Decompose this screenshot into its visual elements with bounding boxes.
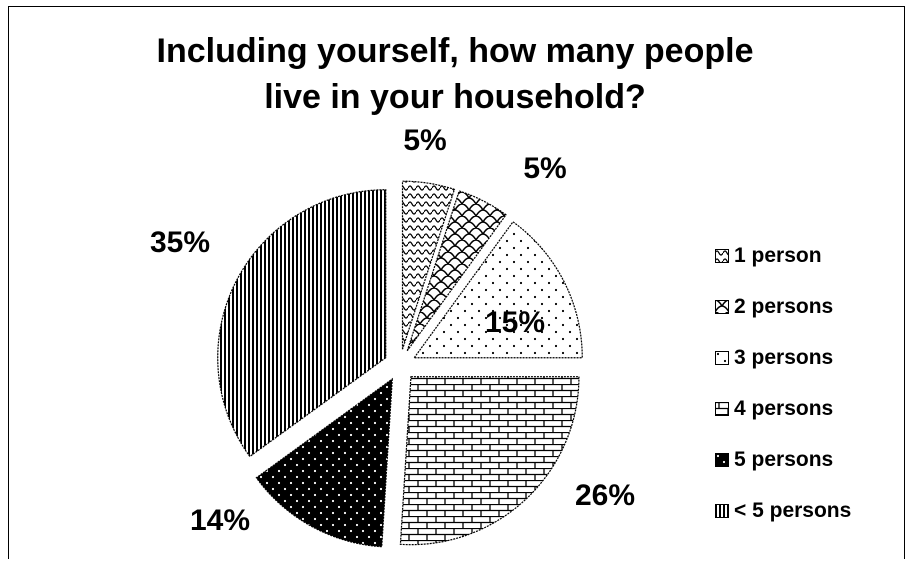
pie-slice-1 (401, 180, 456, 350)
legend-swatch-6 (715, 503, 729, 518)
pie-slice-3 (413, 220, 583, 359)
legend-item-2: 2 persons (715, 281, 905, 332)
legend-label-6: < 5 persons (734, 498, 852, 522)
data-label-2: 5% (523, 152, 566, 185)
pie-slice-2 (406, 190, 507, 352)
legend-label-2: 2 persons (734, 294, 834, 318)
pie-slice-6 (217, 189, 387, 458)
legend-label-5: 5 persons (734, 447, 834, 471)
chart-title: Including yourself, how many people live… (40, 28, 870, 120)
data-label-3: 15% (485, 306, 545, 339)
legend-swatch-3 (715, 350, 729, 365)
legend-label-1: 1 person (734, 243, 822, 267)
legend-item-6: < 5 persons (715, 485, 905, 536)
legend: 1 person 2 persons 3 persons 4 persons 5 per… (715, 230, 905, 536)
pie-slices (217, 180, 583, 548)
pie-data-labels: 5% 5% 15% 26% 14% 35% (150, 124, 635, 537)
legend-item-1: 1 person (715, 230, 905, 281)
pie-slice-5 (255, 377, 393, 548)
data-label-4: 26% (575, 479, 635, 512)
legend-label-4: 4 persons (734, 396, 834, 420)
legend-item-5: 5 persons (715, 434, 905, 485)
chart-title-line-1: Including yourself, how many people (156, 32, 754, 70)
legend-item-3: 3 persons (715, 332, 905, 383)
pie-slice-4 (399, 376, 580, 546)
legend-swatch-1 (715, 248, 729, 263)
legend-item-4: 4 persons (715, 383, 905, 434)
chart-title-line-2: live in your household? (264, 78, 646, 116)
legend-label-3: 3 persons (734, 345, 834, 369)
legend-swatch-2 (715, 299, 729, 314)
legend-swatch-5 (715, 452, 729, 467)
data-label-6: 35% (150, 226, 210, 259)
data-label-1: 5% (403, 124, 446, 157)
data-label-5: 14% (190, 504, 250, 537)
legend-swatch-4 (715, 401, 729, 416)
